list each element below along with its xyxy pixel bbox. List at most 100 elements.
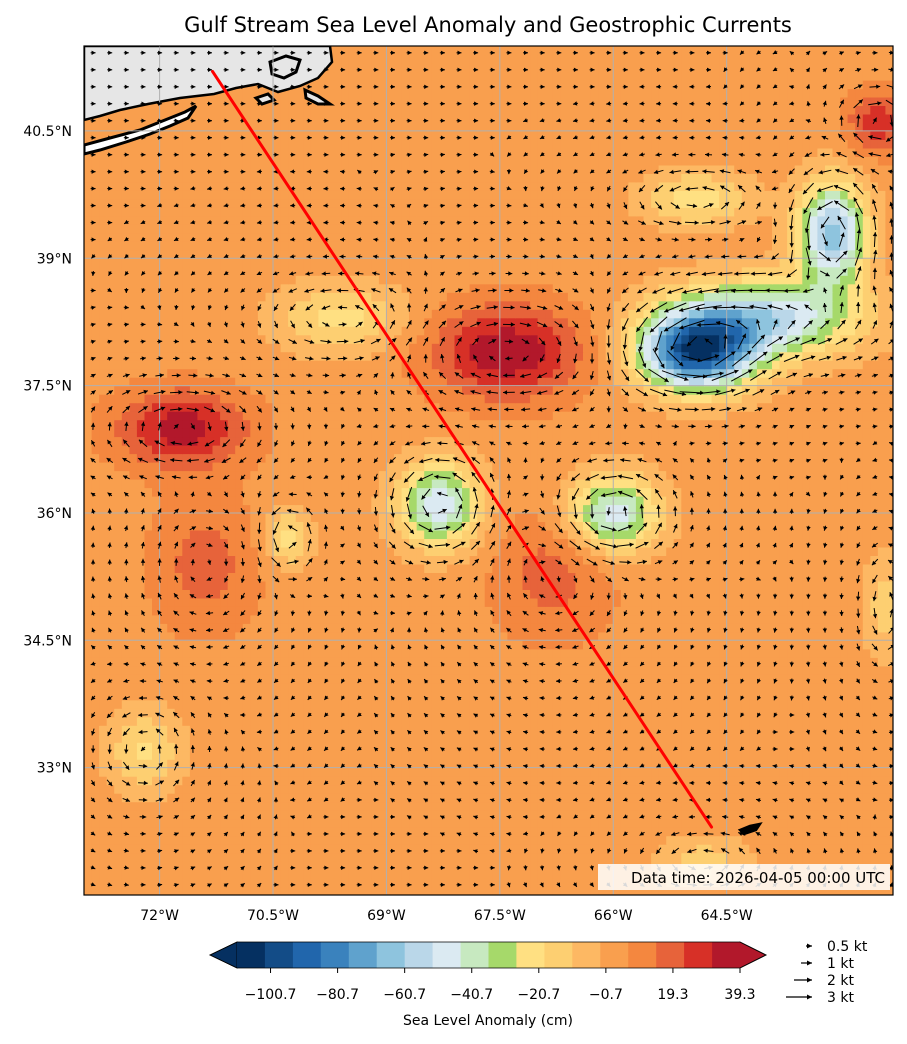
current-vector-head: [872, 712, 878, 717]
current-vector-head: [224, 543, 228, 549]
current-vector-head: [157, 645, 162, 650]
current-vector-head: [390, 730, 396, 735]
current-vector-head: [190, 866, 196, 871]
current-vector-head: [756, 661, 761, 667]
current-vector-head: [457, 662, 462, 667]
current-vector-head: [257, 595, 262, 600]
current-vector-head: [674, 644, 678, 650]
current-vector-head: [838, 729, 843, 735]
current-vector-head: [657, 661, 662, 667]
current-vector-head: [839, 543, 845, 548]
current-vector-head: [457, 865, 462, 870]
current-vector-head: [606, 712, 611, 717]
current-vector: [888, 627, 893, 634]
current-vector-head: [90, 748, 96, 753]
current-vector-head: [622, 344, 628, 350]
current-vector-head: [107, 576, 112, 581]
current-vector-head: [356, 543, 361, 548]
current-vector-head: [240, 849, 245, 854]
current-vector-head: [405, 497, 410, 502]
land-area: [84, 46, 763, 836]
current-vector-head: [606, 628, 611, 633]
current-vector-head: [872, 508, 877, 513]
current-vector-head: [572, 661, 577, 666]
current-vector-head: [240, 475, 245, 480]
current-vector-head: [91, 713, 96, 718]
colorbar-label: Sea Level Anomaly (cm): [403, 1013, 573, 1029]
current-vector-head: [190, 849, 196, 854]
current-vector-head: [740, 577, 745, 582]
current-vector-head: [856, 491, 861, 497]
current-vector-head: [673, 746, 678, 751]
current-vector-head: [455, 424, 460, 429]
current-vector-head: [555, 627, 560, 633]
current-vector-head: [707, 661, 712, 667]
current-vector-head: [873, 662, 878, 667]
current-vector-head: [457, 696, 462, 701]
current-vector-head: [454, 390, 459, 395]
current-vector-head: [540, 340, 546, 346]
current-vector-head: [706, 525, 711, 530]
current-vector-head: [122, 458, 127, 462]
current-vector-head: [656, 849, 661, 854]
current-vector-head: [838, 763, 844, 768]
current-vector-head: [407, 611, 412, 616]
current-vector-head: [141, 627, 146, 633]
current-vector-head: [90, 661, 96, 666]
latitude-label: 33°N: [37, 761, 72, 777]
current-vector-head: [257, 747, 262, 752]
map-area[interactable]: Data time: 2026-04-05 00:00 UTC: [83, 45, 901, 896]
latitude-label: 34.5°N: [23, 633, 72, 649]
current-vector-head: [856, 613, 861, 618]
current-vector-head: [655, 831, 660, 836]
current-vector-head: [856, 578, 861, 584]
current-vector-head: [157, 558, 162, 563]
current-vector-head: [340, 576, 346, 582]
current-vector-head: [342, 322, 347, 327]
current-vector-head: [124, 322, 129, 327]
current-vector-head: [91, 339, 96, 344]
current-vector-head: [523, 747, 528, 752]
current-vector-head: [872, 596, 877, 602]
colorbar-cell: [237, 942, 266, 968]
current-vector-head: [274, 627, 279, 633]
current-vector-head: [490, 696, 495, 701]
current-vector-head: [773, 458, 778, 463]
current-vector-head: [623, 628, 628, 633]
current-vector-head: [143, 406, 148, 411]
current-vector-head: [590, 595, 595, 600]
current-vector-head: [306, 522, 311, 527]
current-vector-head: [107, 848, 113, 853]
legend-arrow-head: [807, 960, 812, 966]
current-vector-head: [585, 476, 591, 481]
current-vector-head: [872, 678, 878, 683]
current-vector-head: [506, 473, 512, 479]
current-vector-head: [174, 525, 179, 530]
current-vector-head: [138, 695, 143, 701]
current-vector-head: [418, 477, 423, 481]
current-vector-head: [173, 628, 178, 633]
current-vector-head: [373, 527, 378, 532]
current-vector-head: [822, 458, 828, 463]
current-vector-head: [155, 712, 160, 717]
current-vector-head: [257, 529, 262, 534]
current-vector-head: [557, 560, 563, 565]
current-vector-head: [272, 530, 277, 535]
current-vector-head: [639, 504, 644, 509]
current-vector-head: [773, 848, 778, 853]
current-vector-head: [107, 525, 112, 530]
current-vector-head: [142, 373, 147, 378]
current-vector-head: [407, 713, 412, 718]
current-vector-head: [407, 848, 412, 854]
current-vector-head: [375, 356, 380, 361]
current-vector-head: [606, 746, 611, 751]
colorbar-cell: [376, 942, 406, 968]
current-vector-head: [838, 780, 844, 785]
current-vector-head: [291, 627, 296, 633]
current-vector-head: [490, 592, 495, 598]
current-vector-head: [157, 575, 162, 580]
current-vector-head: [671, 849, 677, 854]
current-vector-head: [91, 440, 96, 445]
current-vector-head: [356, 559, 361, 565]
current-vector-head: [223, 661, 228, 666]
